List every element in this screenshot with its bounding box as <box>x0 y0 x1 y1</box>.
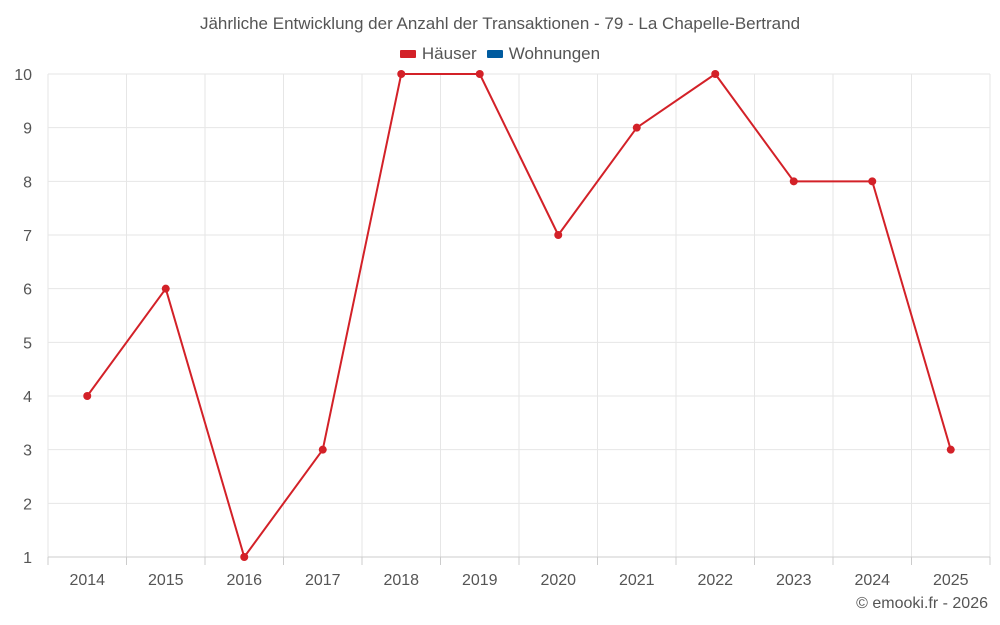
data-point <box>868 177 877 186</box>
x-tick-label: 2024 <box>854 572 890 589</box>
y-tick-label: 8 <box>23 174 32 191</box>
y-tick-label: 3 <box>23 443 32 460</box>
x-tick-label: 2016 <box>226 572 262 589</box>
y-tick-label: 1 <box>23 550 32 567</box>
series-line-0 <box>86 73 952 558</box>
legend-item-wohnungen[interactable]: Wohnungen <box>486 44 601 64</box>
legend-swatch-wohnungen <box>486 50 503 58</box>
data-point <box>946 445 955 454</box>
data-point <box>632 123 641 132</box>
legend-swatch-haeuser <box>399 50 416 58</box>
x-tick-label: 2015 <box>148 572 184 589</box>
chart-title: Jährliche Entwicklung der Anzahl der Tra… <box>199 14 801 33</box>
y-tick-label: 10 <box>14 67 32 84</box>
x-tick-label: 2019 <box>462 572 498 589</box>
y-tick-label: 5 <box>23 335 32 352</box>
data-point <box>240 553 249 561</box>
data-point <box>83 392 92 400</box>
data-point <box>711 70 720 78</box>
legend-label-wohnungen: Wohnungen <box>508 44 601 63</box>
x-tick-label: 2023 <box>776 572 812 589</box>
legend-item-haeuser[interactable]: Häuser <box>399 44 477 64</box>
x-tick-label: 2020 <box>540 572 576 589</box>
y-tick-label: 2 <box>23 496 32 513</box>
x-tick-label: 2018 <box>383 572 419 589</box>
x-tick-label: 2017 <box>305 572 341 589</box>
y-tick-label: 6 <box>23 282 32 299</box>
y-tick-label: 4 <box>23 389 32 406</box>
data-point <box>318 445 327 454</box>
data-point <box>554 231 563 239</box>
x-tick-label: 2014 <box>69 572 105 589</box>
data-point <box>161 284 170 293</box>
x-tick-label: 2021 <box>619 572 655 589</box>
x-tick-label: 2022 <box>697 572 733 589</box>
data-point <box>397 70 406 78</box>
x-tick-label: 2025 <box>933 572 969 589</box>
y-tick-label: 7 <box>23 228 32 245</box>
data-point <box>475 70 484 78</box>
data-point <box>789 177 798 186</box>
legend-label-haeuser: Häuser <box>421 44 477 63</box>
y-tick-label: 9 <box>23 121 32 138</box>
credit-text: © emooki.fr - 2026 <box>856 595 988 612</box>
legend: Häuser Wohnungen <box>0 44 1000 64</box>
